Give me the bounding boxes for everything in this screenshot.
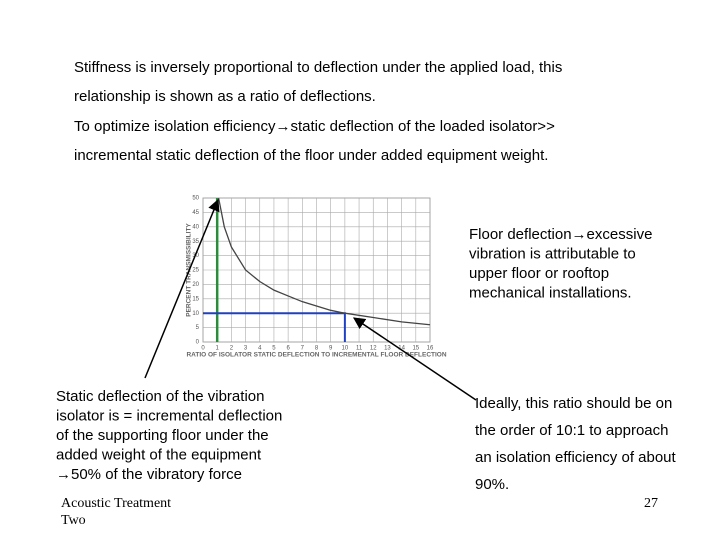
y-tick-label: 35: [192, 239, 199, 245]
callout-line: vibration is attributable to: [469, 245, 636, 262]
callout-line: added weight of the equipment: [56, 446, 262, 463]
arrow: [353, 317, 477, 401]
x-tick-label: 4: [258, 346, 262, 352]
x-tick-label: 14: [398, 346, 405, 352]
x-tick-label: 12: [370, 346, 377, 352]
arrow: [144, 198, 220, 379]
footer-line: Acoustic Treatment: [61, 496, 171, 511]
callout-line: an isolation efficiency of about: [475, 449, 677, 466]
x-tick-label: 1: [216, 346, 220, 352]
callout-line: the order of 10:1 to approach: [475, 422, 668, 439]
y-tick-label: 25: [192, 268, 199, 274]
curve: [217, 197, 431, 326]
paragraph-line: To optimize isolation efficiency→static …: [74, 118, 555, 135]
x-tick-label: 11: [356, 346, 363, 352]
callout-line: Floor deflection→excessive: [469, 226, 652, 243]
callout-line: mechanical installations.: [469, 284, 632, 301]
x-tick-label: 10: [342, 346, 349, 352]
y-tick-label: 10: [192, 311, 199, 317]
x-axis-title: RATIO OF ISOLATOR STATIC DEFLECTION TO I…: [186, 352, 446, 359]
y-tick-label: 45: [192, 210, 199, 216]
paragraph-line: incremental static deflection of the flo…: [74, 147, 548, 164]
x-tick-label: 13: [384, 346, 391, 352]
x-tick-label: 0: [201, 346, 205, 352]
page-number: 27: [644, 496, 658, 511]
y-tick-label: 5: [196, 325, 200, 331]
paragraph-line: relationship is shown as a ratio of defl…: [74, 88, 376, 105]
y-tick-label: 20: [192, 282, 199, 288]
y-tick-label: 40: [192, 224, 199, 230]
footer-line: Two: [61, 513, 86, 528]
x-tick-label: 8: [315, 346, 319, 352]
y-tick-label: 50: [192, 196, 199, 202]
callout-line: 90%.: [475, 476, 509, 493]
y-tick-label: 30: [192, 253, 199, 259]
callout-line: isolator is = incremental deflection: [56, 407, 282, 424]
x-tick-label: 6: [286, 346, 290, 352]
x-tick-label: 2: [230, 346, 234, 352]
x-tick-label: 7: [301, 346, 305, 352]
x-tick-label: 5: [272, 346, 276, 352]
x-tick-label: 16: [427, 346, 434, 352]
paragraph-line: Stiffness is inversely proportional to d…: [74, 59, 562, 76]
y-tick-label: 0: [196, 340, 200, 346]
callout-line: Ideally, this ratio should be on: [475, 395, 672, 412]
callout-line: upper floor or rooftop: [469, 265, 609, 282]
x-tick-label: 9: [329, 346, 333, 352]
x-tick-label: 3: [244, 346, 248, 352]
chart: 0123456789101112131415160510152025303540…: [186, 196, 447, 359]
callout-line: Static deflection of the vibration: [56, 388, 264, 405]
y-tick-label: 15: [192, 296, 199, 302]
x-tick-label: 15: [412, 346, 419, 352]
callout-line: →50% of the vibratory force: [56, 466, 242, 483]
callout-line: of the supporting floor under the: [56, 427, 269, 444]
